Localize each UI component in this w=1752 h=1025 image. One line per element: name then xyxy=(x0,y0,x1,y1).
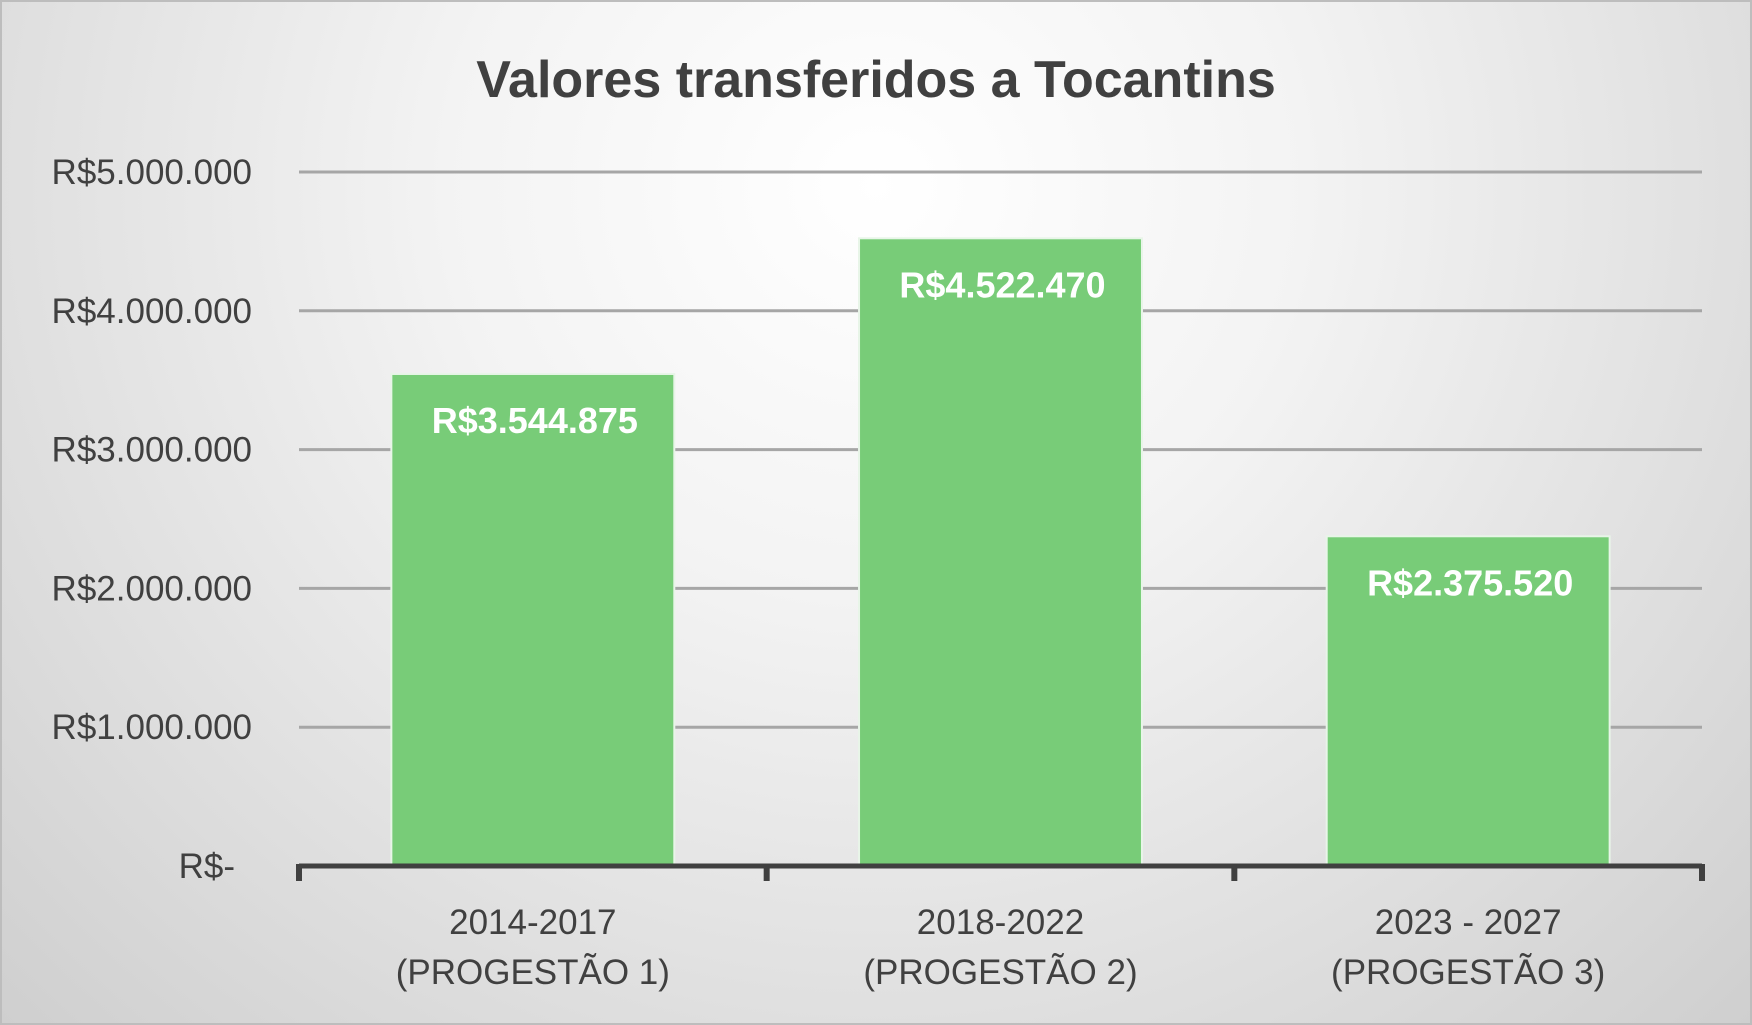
y-axis-ticks: R$- R$1.000.000 R$2.000.000 R$3.000.000 R$4.… xyxy=(52,153,252,886)
y-tick-label: R$4.000.000 xyxy=(52,292,252,331)
y-tick-label: R$2.000.000 xyxy=(52,569,252,608)
x-tick-label: 2014-2017 xyxy=(449,903,616,942)
x-tick-label: 2018-2022 xyxy=(917,903,1084,942)
data-label: R$4.522.470 xyxy=(899,264,1105,305)
y-tick-label: R$5.000.000 xyxy=(52,153,252,192)
chart-title: Valores transferidos a Tocantins xyxy=(476,51,1276,109)
x-tick-label: (PROGESTÃO 2) xyxy=(863,953,1137,992)
x-tick-label: 2023 - 2027 xyxy=(1375,903,1562,942)
x-axis xyxy=(296,863,1705,881)
bar xyxy=(858,237,1143,867)
x-axis-ticks: 2014-2017 (PROGESTÃO 1) 2018-2022 (PROGESTÃ… xyxy=(396,903,1606,992)
y-tick-label: R$- xyxy=(179,847,235,886)
x-tick-label: (PROGESTÃO 3) xyxy=(1331,953,1605,992)
y-tick-label: R$1.000.000 xyxy=(52,708,252,747)
data-label: R$2.375.520 xyxy=(1367,562,1573,603)
y-tick-label: R$3.000.000 xyxy=(52,431,252,470)
bars xyxy=(390,237,1611,867)
data-label: R$3.544.875 xyxy=(432,400,638,441)
data-labels: R$3.544.875 R$4.522.470 R$2.375.520 xyxy=(432,264,1574,603)
bar xyxy=(1325,535,1611,867)
bar xyxy=(390,372,676,867)
x-tick-label: (PROGESTÃO 1) xyxy=(396,953,670,992)
